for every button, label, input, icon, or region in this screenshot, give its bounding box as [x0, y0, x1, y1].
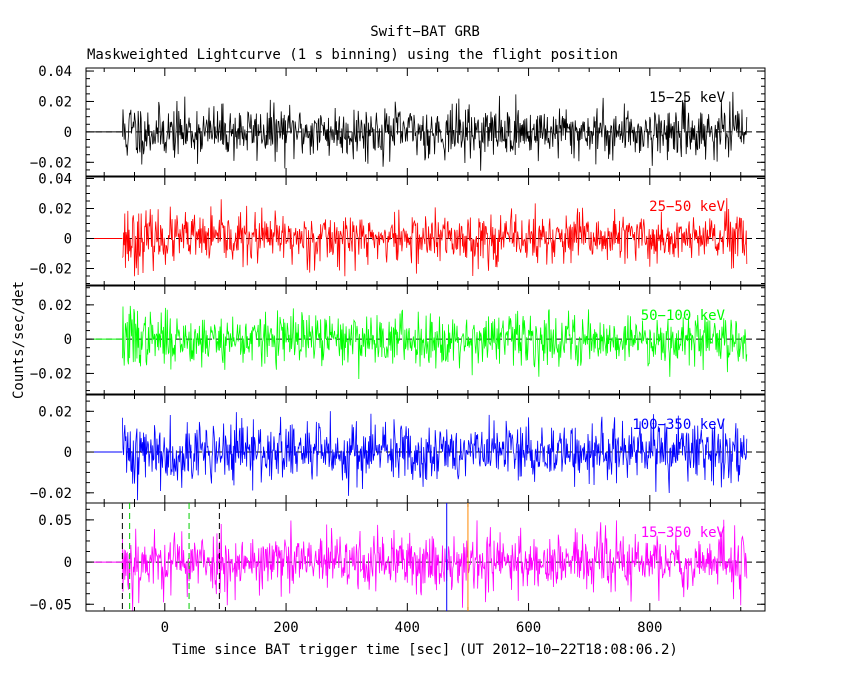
y-tick-label: −0.02 [30, 155, 72, 171]
series-label: 15−350 keV [641, 525, 726, 541]
x-tick-label: 0 [161, 620, 169, 636]
y-tick-label: 0 [64, 555, 72, 571]
y-tick-label: 0.02 [38, 202, 72, 218]
x-tick-label: 200 [273, 620, 298, 636]
x-tick-label: 400 [395, 620, 420, 636]
y-tick-label: 0.02 [38, 298, 72, 314]
panel-4: −0.02 0 0.02 100−350 keV [30, 394, 766, 504]
y-tick-label: −0.02 [30, 486, 72, 502]
chart-subtitle: Maskweighted Lightcurve (1 s binning) us… [87, 47, 618, 63]
y-tick-label: −0.02 [30, 366, 72, 382]
panel-frame [85, 502, 766, 612]
series-label: 100−350 keV [632, 417, 725, 433]
y-tick-label: 0.02 [38, 94, 72, 110]
lightcurve-series [121, 411, 748, 501]
lightcurve-series [121, 305, 748, 380]
y-tick-label: 0.04 [38, 64, 72, 80]
chart-title: Swift−BAT GRB [370, 24, 480, 40]
panel-1: −0.02 0 0.02 0.04 15−25 keV [30, 64, 766, 177]
series-label: 15−25 keV [649, 90, 725, 106]
x-tick-label: 600 [516, 620, 541, 636]
y-tick-label: −0.05 [30, 597, 72, 613]
panel-5: −0.05 0 0.05 15−350 keV [30, 502, 766, 613]
panels-group: −0.02 0 0.02 0.04 15−25 keV −0.02 0 0.02 0.04 25−… [30, 64, 766, 636]
y-tick-label: 0 [64, 232, 72, 248]
panel-3: −0.02 0 0.02 50−100 keV [30, 285, 766, 395]
y-tick-label: −0.02 [30, 262, 72, 278]
y-tick-label: 0.05 [38, 513, 72, 529]
series-label: 25−50 keV [649, 199, 725, 215]
y-tick-label: 0.04 [38, 172, 72, 188]
panel-frame [85, 67, 766, 177]
y-tick-label: 0.02 [38, 404, 72, 420]
y-tick-label: 0 [64, 125, 72, 141]
x-axis-label: Time since BAT trigger time [sec] (UT 20… [172, 642, 678, 658]
series-label: 50−100 keV [641, 308, 726, 324]
y-axis-label: Counts/sec/det [11, 281, 27, 399]
x-tick-label: 800 [637, 620, 662, 636]
y-tick-label: 0 [64, 332, 72, 348]
lightcurve-series [122, 198, 748, 277]
y-tick-label: 0 [64, 445, 72, 461]
lightcurve-series [121, 91, 748, 171]
lightcurve-series [121, 519, 748, 611]
panel-2: −0.02 0 0.02 0.04 25−50 keV [30, 172, 766, 286]
panel-frame [85, 285, 766, 395]
